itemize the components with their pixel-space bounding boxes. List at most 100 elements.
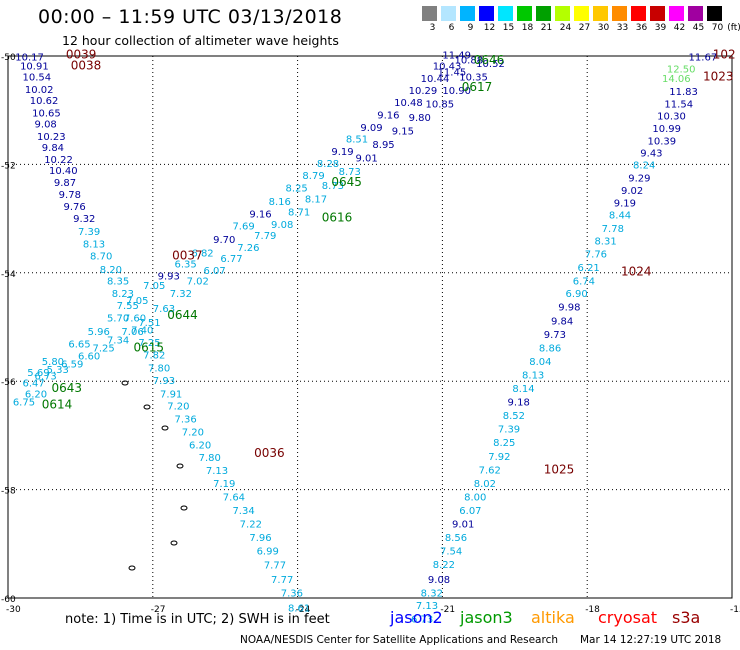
wave-height-label: 8.14 (512, 384, 534, 395)
lat-tick-label: -60 (1, 595, 16, 605)
wave-height-label: 10.35 (459, 72, 488, 83)
wave-height-label: 6.21 (578, 263, 600, 274)
wave-height-label: 7.26 (237, 243, 259, 254)
pass-time-label: 0614 (42, 397, 73, 411)
wave-height-label: 8.23 (112, 289, 134, 300)
page-subtitle: 12 hour collection of altimeter wave hei… (62, 33, 339, 48)
wave-height-label: 8.70 (90, 251, 112, 262)
wave-height-label: 6.82 (191, 249, 213, 260)
wave-height-label: 8.51 (346, 135, 368, 146)
wave-height-label: 7.05 (126, 296, 148, 307)
lon-tick-label: -21 (440, 605, 455, 615)
wave-height-label: 5.70 (107, 314, 129, 325)
island-outline (161, 425, 169, 431)
wave-height-label: 10.54 (22, 72, 51, 83)
scale-swatch (498, 6, 513, 21)
scale-swatch (669, 6, 684, 21)
wave-height-label: 9.93 (158, 271, 180, 282)
wave-height-label: 9.01 (356, 154, 378, 165)
wave-height-label: 7.77 (264, 561, 286, 572)
wave-height-label: 9.84 (42, 143, 64, 154)
wave-height-label: 6.20 (189, 440, 211, 451)
lat-tick-label: -50 (1, 53, 16, 63)
wave-height-label: 10.91 (20, 62, 49, 73)
lat-tick-label: -52 (1, 161, 16, 171)
scale-tick-label: 15 (502, 23, 515, 33)
pass-time-label: 0617 (462, 80, 493, 94)
wave-height-label: 8.02 (474, 479, 496, 490)
wave-height-label: 8.56 (445, 533, 467, 544)
wave-height-label: 6.20 (25, 389, 47, 400)
wave-height-label: 7.79 (254, 231, 276, 242)
wave-height-label: 9.70 (213, 235, 235, 246)
wave-height-label: 8.28 (317, 159, 339, 170)
wave-height-label: 6.07 (203, 266, 225, 277)
wave-height-label: 9.76 (64, 202, 86, 213)
scale-swatch (631, 6, 646, 21)
wave-height-label: 8.13 (522, 370, 544, 381)
wave-height-label: 9.02 (621, 186, 643, 197)
wave-height-label: 5.80 (42, 357, 64, 368)
scale-swatch (574, 6, 589, 21)
wave-height-label: 10.52 (476, 59, 505, 70)
lat-tick-label: -54 (1, 270, 16, 280)
wave-height-label: 7.77 (271, 575, 293, 586)
wave-height-label: 7.92 (488, 452, 510, 463)
wave-height-label: 8.44 (609, 211, 631, 222)
wave-height-label: 6.07 (459, 506, 481, 517)
island-outline (176, 463, 184, 469)
scale-tick-label: 45 (692, 23, 705, 33)
wave-height-label: 7.80 (199, 453, 221, 464)
wave-height-label: 5.69 (27, 368, 49, 379)
pass-time-label: 0644 (167, 308, 198, 322)
wave-height-label: 9.43 (640, 148, 662, 159)
wave-height-label: 10.85 (426, 99, 455, 110)
island-outline (180, 505, 188, 511)
wave-height-label: 7.60 (124, 314, 146, 325)
wave-height-label: 7.05 (143, 281, 165, 292)
wave-height-label: 10.90 (442, 86, 471, 97)
lon-tick-label: -15 (730, 605, 740, 615)
pass-time-label: 0646 (474, 53, 505, 67)
wave-height-label: 6.99 (257, 547, 279, 558)
wave-height-label: 8.22 (433, 560, 455, 571)
wave-height-label: 7.36 (281, 588, 303, 599)
wave-height-label: 7.91 (160, 389, 182, 400)
wave-height-label: 6.90 (565, 289, 587, 300)
wave-height-label: 7.13 (206, 466, 228, 477)
wave-height-label: 8.16 (269, 197, 291, 208)
scale-swatch (536, 6, 551, 21)
wave-height-label: 10.40 (49, 166, 78, 177)
wave-height-label: 9.29 (628, 174, 650, 185)
scale-tick-label: 12 (483, 23, 496, 33)
wave-height-label: 7.76 (585, 250, 607, 261)
wave-height-label: 7.63 (153, 304, 175, 315)
wave-height-label: 10.48 (394, 98, 423, 109)
wave-height-label: 7.20 (182, 427, 204, 438)
wave-height-label: 8.31 (594, 237, 616, 248)
wave-height-label: 8.25 (286, 184, 308, 195)
lat-tick-label: -56 (1, 378, 16, 388)
map-frame (7, 55, 733, 599)
wave-height-label: 6.74 (573, 277, 595, 288)
wave-height-label: 10.65 (32, 109, 61, 120)
wave-height-label: 11.45 (438, 68, 467, 79)
wave-height-label: 9.09 (360, 123, 382, 134)
wave-height-label: 7.62 (479, 465, 501, 476)
pass-time-label: 1025 (544, 462, 575, 476)
wave-height-label: 10.43 (433, 62, 462, 73)
wave-height-label: 7.19 (213, 479, 235, 490)
wave-height-label: 7.78 (602, 224, 624, 235)
scale-tick-label: 36 (635, 23, 648, 33)
wave-height-label: 9.87 (54, 178, 76, 189)
mission-jason2-label: jason2 (390, 608, 443, 627)
wave-height-label: 6.73 (35, 372, 57, 383)
wave-height-label: 9.01 (452, 520, 474, 531)
wave-height-label: 8.79 (302, 171, 324, 182)
mission-altika-label: altika (531, 608, 575, 627)
pass-time-label: 0036 (254, 446, 285, 460)
pass-time-label: 0037 (172, 248, 203, 262)
wave-height-label: 7.93 (153, 376, 175, 387)
island-outline (128, 565, 136, 571)
island-outline (143, 404, 151, 410)
